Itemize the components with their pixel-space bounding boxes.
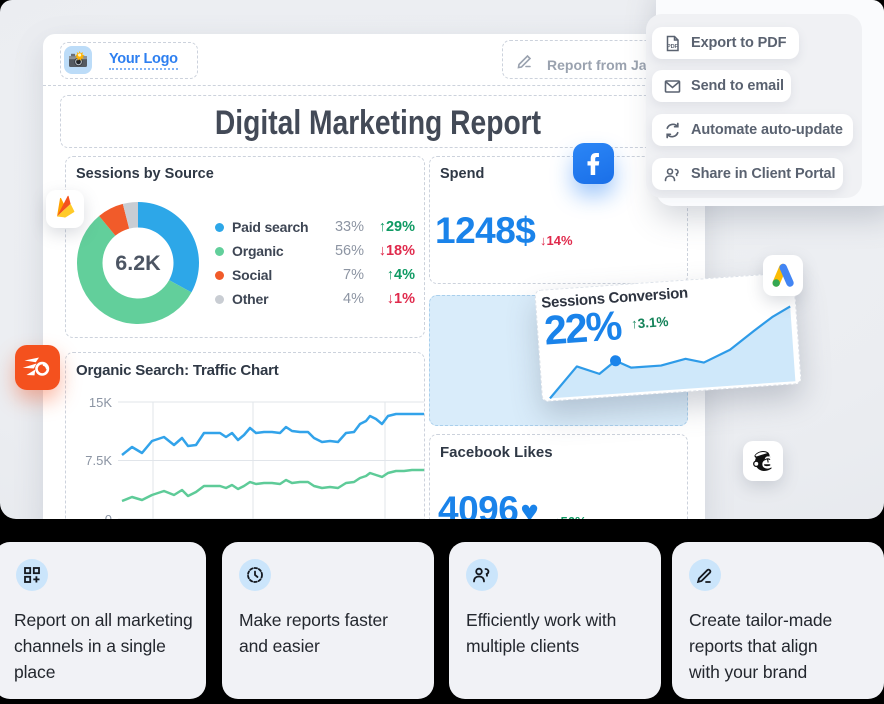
svg-text:7.5K: 7.5K <box>85 453 112 468</box>
svg-text:PDF: PDF <box>667 44 678 50</box>
svg-text:6.2K: 6.2K <box>115 251 161 275</box>
svg-text:15K: 15K <box>89 395 112 410</box>
svg-text:0: 0 <box>105 512 112 519</box>
